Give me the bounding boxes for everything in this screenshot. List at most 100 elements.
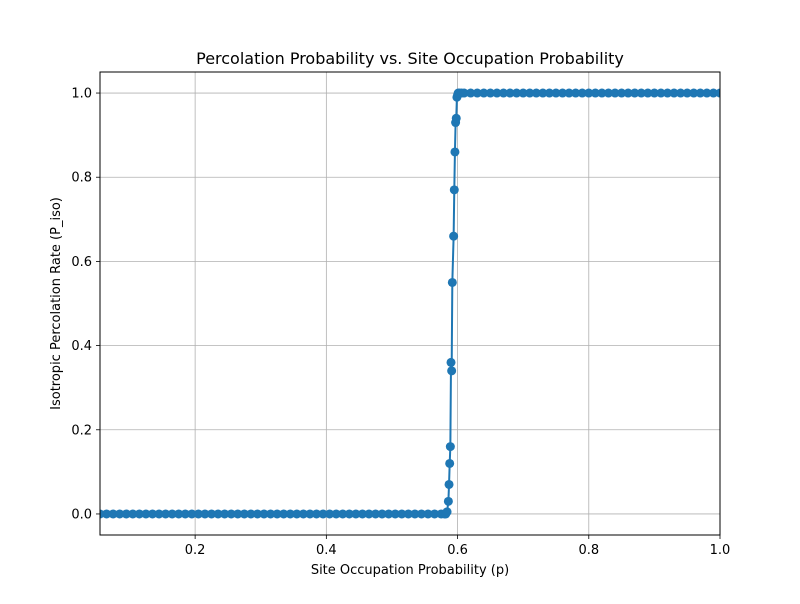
data-point bbox=[180, 509, 190, 519]
data-point bbox=[187, 509, 197, 519]
data-point bbox=[174, 509, 184, 519]
data-point bbox=[220, 509, 230, 519]
data-point bbox=[357, 509, 367, 519]
data-point bbox=[492, 88, 502, 98]
data-point bbox=[128, 509, 138, 519]
data-point bbox=[259, 509, 269, 519]
data-point bbox=[200, 509, 210, 519]
data-point bbox=[525, 88, 535, 98]
series-group bbox=[100, 88, 720, 519]
data-point bbox=[193, 509, 203, 519]
data-point bbox=[682, 88, 692, 98]
data-point bbox=[571, 88, 581, 98]
data-point bbox=[121, 509, 131, 519]
data-point bbox=[702, 88, 712, 98]
data-point bbox=[397, 509, 407, 519]
data-point bbox=[447, 366, 457, 376]
data-point bbox=[272, 509, 282, 519]
data-point bbox=[715, 88, 720, 98]
data-point bbox=[498, 88, 508, 98]
data-point bbox=[331, 509, 341, 519]
data-point bbox=[444, 479, 454, 489]
data-point bbox=[449, 231, 459, 241]
data-point bbox=[564, 88, 574, 98]
axis-ticks: 0.2 0.4 0.6 0.8 1.0 0.0 0.2 0.4 0.6 0.8 1.0 bbox=[71, 87, 730, 558]
data-point bbox=[445, 458, 455, 468]
data-point bbox=[649, 88, 659, 98]
data-point bbox=[108, 509, 118, 519]
x-tick-label: 0.2 bbox=[185, 543, 206, 558]
data-point bbox=[617, 88, 627, 98]
data-point bbox=[512, 88, 522, 98]
x-tick-label: 1.0 bbox=[710, 543, 731, 558]
data-point bbox=[623, 88, 633, 98]
data-point bbox=[154, 509, 164, 519]
plot-frame bbox=[99, 71, 721, 536]
data-point bbox=[423, 509, 433, 519]
data-point bbox=[669, 88, 679, 98]
data-point bbox=[472, 88, 482, 98]
data-point bbox=[312, 509, 322, 519]
data-point bbox=[551, 88, 561, 98]
data-point bbox=[102, 509, 112, 519]
data-point bbox=[364, 509, 374, 519]
data-point bbox=[266, 509, 276, 519]
y-tick-label: 0.2 bbox=[71, 423, 92, 438]
data-point bbox=[663, 88, 673, 98]
data-point bbox=[239, 509, 249, 519]
y-tick-label: 0.0 bbox=[71, 507, 92, 522]
data-point bbox=[384, 509, 394, 519]
data-point bbox=[344, 509, 354, 519]
data-point bbox=[292, 509, 302, 519]
data-point bbox=[466, 88, 476, 98]
data-point bbox=[603, 88, 613, 98]
data-point bbox=[544, 88, 554, 98]
series-layer bbox=[100, 88, 720, 519]
data-point bbox=[689, 88, 699, 98]
data-point bbox=[147, 509, 157, 519]
data-point bbox=[451, 113, 461, 123]
data-point bbox=[305, 509, 315, 519]
data-point bbox=[134, 509, 144, 519]
data-point bbox=[298, 509, 308, 519]
data-point bbox=[285, 509, 295, 519]
data-point bbox=[403, 509, 413, 519]
data-point bbox=[459, 88, 469, 98]
data-point bbox=[584, 88, 594, 98]
data-point bbox=[630, 88, 640, 98]
data-point bbox=[708, 88, 718, 98]
data-point bbox=[410, 509, 420, 519]
data-point bbox=[207, 509, 217, 519]
data-point bbox=[338, 509, 348, 519]
data-point bbox=[531, 88, 541, 98]
data-point bbox=[577, 88, 587, 98]
y-tick-label: 0.8 bbox=[71, 171, 92, 186]
data-point bbox=[233, 509, 243, 519]
data-point bbox=[676, 88, 686, 98]
data-point bbox=[597, 88, 607, 98]
y-axis-label: Isotropic Percolation Rate (P_iso) bbox=[49, 197, 64, 410]
data-point bbox=[590, 88, 600, 98]
data-point bbox=[252, 509, 262, 519]
data-point bbox=[479, 88, 489, 98]
data-point bbox=[656, 88, 666, 98]
x-tick-label: 0.4 bbox=[316, 543, 337, 558]
data-point bbox=[450, 147, 460, 157]
data-point bbox=[371, 509, 381, 519]
x-tick-label: 0.8 bbox=[578, 543, 599, 558]
x-axis-label: Site Occupation Probability (p) bbox=[311, 563, 509, 578]
data-point bbox=[325, 509, 335, 519]
data-point bbox=[643, 88, 653, 98]
data-point bbox=[449, 185, 459, 195]
y-tick-label: 1.0 bbox=[71, 87, 92, 102]
data-point bbox=[558, 88, 568, 98]
data-point bbox=[447, 277, 457, 287]
data-point bbox=[538, 88, 548, 98]
data-point bbox=[141, 509, 151, 519]
data-point bbox=[351, 509, 361, 519]
data-point bbox=[377, 509, 387, 519]
data-point bbox=[318, 509, 328, 519]
data-point bbox=[167, 509, 177, 519]
